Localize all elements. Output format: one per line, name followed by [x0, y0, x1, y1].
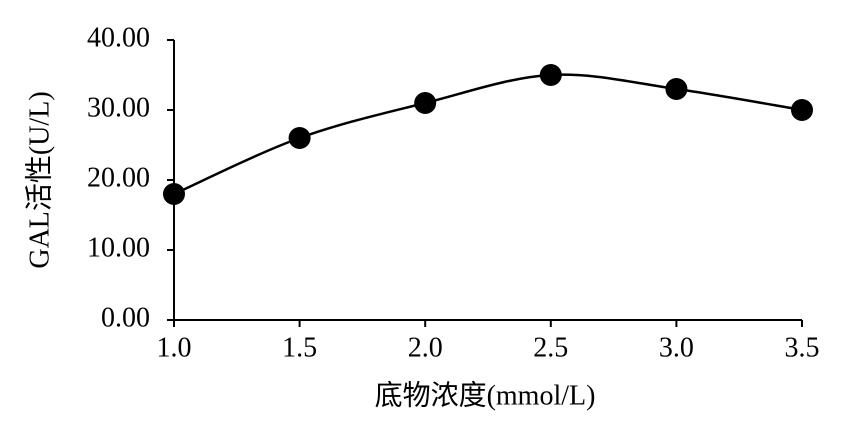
y-tick-label: 20.00 [87, 162, 150, 193]
marker [288, 127, 311, 149]
line [173, 73, 803, 196]
marker [539, 64, 562, 86]
y-axis-label: GAL活性(U/L) [23, 91, 55, 268]
marker [163, 183, 185, 205]
x-tick-label: 2.5 [533, 332, 568, 363]
marker [414, 92, 437, 114]
x-tick-label: 3.5 [785, 332, 820, 363]
marker [665, 78, 688, 100]
y-tick-label: 0.00 [101, 302, 150, 333]
x-tick-label: 1.5 [282, 332, 317, 363]
y-tick-label: 40.00 [87, 22, 150, 53]
marker [791, 99, 813, 121]
x-tick-label: 1.0 [157, 332, 192, 363]
y-tick-label: 30.00 [87, 92, 150, 123]
x-tick-label: 2.0 [408, 332, 443, 363]
x-tick-label: 3.0 [659, 332, 694, 363]
y-tick-label: 10.00 [87, 232, 150, 263]
x-axis-label: 底物浓度(mmol/L) [375, 379, 596, 411]
